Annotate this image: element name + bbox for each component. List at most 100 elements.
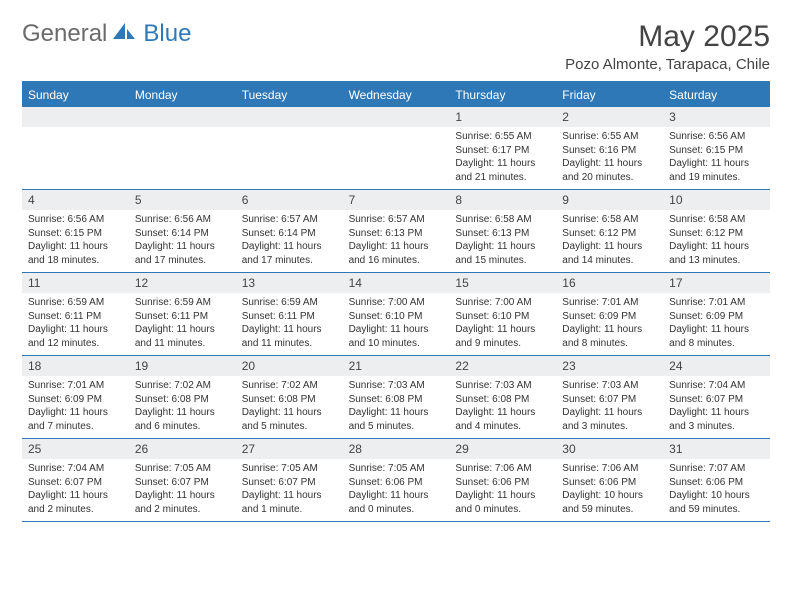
daylight-text: Daylight: 11 hours and 4 minutes. xyxy=(455,406,550,433)
day-number: 11 xyxy=(22,273,129,293)
sunrise-text: Sunrise: 7:06 AM xyxy=(562,462,657,476)
sunset-text: Sunset: 6:08 PM xyxy=(455,393,550,407)
daylight-text: Daylight: 11 hours and 17 minutes. xyxy=(242,240,337,267)
day-number: 22 xyxy=(449,356,556,376)
day-cell: Sunrise: 7:02 AMSunset: 6:08 PMDaylight:… xyxy=(129,376,236,438)
day-number: 4 xyxy=(22,190,129,210)
weekday-header: Thursday xyxy=(449,83,556,107)
daylight-text: Daylight: 11 hours and 14 minutes. xyxy=(562,240,657,267)
day-number: 16 xyxy=(556,273,663,293)
day-number: 14 xyxy=(343,273,450,293)
day-cell: Sunrise: 7:06 AMSunset: 6:06 PMDaylight:… xyxy=(556,459,663,521)
day-cell: Sunrise: 7:00 AMSunset: 6:10 PMDaylight:… xyxy=(343,293,450,355)
content-row: Sunrise: 6:56 AM Sunset: 6:15 PM Daylight:… xyxy=(22,210,770,272)
day-cell: Sunrise: 6:58 AMSunset: 6:12 PMDaylight:… xyxy=(556,210,663,272)
day-cell: Sunrise: 7:05 AMSunset: 6:07 PMDaylight:… xyxy=(236,459,343,521)
sunset-text: Sunset: 6:08 PM xyxy=(135,393,230,407)
daynum-row: 45678910 xyxy=(22,190,770,210)
sunset-text: Sunset: 6:07 PM xyxy=(669,393,764,407)
day-cell: Sunrise: 6:58 AMSunset: 6:12 PMDaylight:… xyxy=(663,210,770,272)
sunrise-text: Sunrise: 7:01 AM xyxy=(562,296,657,310)
location-subtitle: Pozo Almonte, Tarapaca, Chile xyxy=(565,56,770,73)
sunrise-text: Sunrise: 6:55 AM xyxy=(562,130,657,144)
day-number: 9 xyxy=(556,190,663,210)
calendar-grid: SundayMondayTuesdayWednesdayThursdayFrid… xyxy=(22,81,770,522)
daylight-text: Daylight: 11 hours and 17 minutes. xyxy=(135,240,230,267)
sunset-text: Sunset: 6:12 PM xyxy=(562,227,657,241)
day-number: 7 xyxy=(343,190,450,210)
daylight-text: Daylight: 11 hours and 12 minutes. xyxy=(28,323,123,350)
day-number xyxy=(22,107,129,127)
sunset-text: Sunset: 6:11 PM xyxy=(242,310,337,324)
sunrise-text: Sunrise: 7:04 AM xyxy=(669,379,764,393)
day-number xyxy=(236,107,343,127)
day-number: 21 xyxy=(343,356,450,376)
day-number: 27 xyxy=(236,439,343,459)
sunset-text: Sunset: 6:06 PM xyxy=(349,476,444,490)
day-cell: Sunrise: 7:03 AMSunset: 6:07 PMDaylight:… xyxy=(556,376,663,438)
logo-text-blue: Blue xyxy=(143,20,191,48)
title-block: May 2025 Pozo Almonte, Tarapaca, Chile xyxy=(565,20,770,73)
sunset-text: Sunset: 6:09 PM xyxy=(28,393,123,407)
sunrise-text: Sunrise: 6:58 AM xyxy=(455,213,550,227)
day-number: 2 xyxy=(556,107,663,127)
brand-logo: General Blue xyxy=(22,20,191,48)
sunset-text: Sunset: 6:07 PM xyxy=(28,476,123,490)
sunrise-text: Sunrise: 6:57 AM xyxy=(242,213,337,227)
day-number: 26 xyxy=(129,439,236,459)
content-row: Sunrise: 6:55 AMSunset: 6:17 PMDaylight:… xyxy=(22,127,770,189)
daylight-text: Daylight: 11 hours and 5 minutes. xyxy=(242,406,337,433)
sunset-text: Sunset: 6:08 PM xyxy=(349,393,444,407)
sunrise-text: Sunrise: 6:55 AM xyxy=(455,130,550,144)
sunrise-text: Sunrise: 7:05 AM xyxy=(349,462,444,476)
day-number: 10 xyxy=(663,190,770,210)
sunset-text: Sunset: 6:15 PM xyxy=(28,227,123,241)
sunrise-text: Sunrise: 7:01 AM xyxy=(669,296,764,310)
logo-sail-icon xyxy=(109,20,141,48)
sunset-text: Sunset: 6:14 PM xyxy=(242,227,337,241)
sunset-text: Sunset: 6:06 PM xyxy=(455,476,550,490)
daylight-text: Daylight: 11 hours and 13 minutes. xyxy=(669,240,764,267)
day-cell: Sunrise: 7:01 AMSunset: 6:09 PMDaylight:… xyxy=(556,293,663,355)
daylight-text: Daylight: 10 hours and 59 minutes. xyxy=(562,489,657,516)
day-cell: Sunrise: 7:05 AMSunset: 6:07 PMDaylight:… xyxy=(129,459,236,521)
day-cell: Sunrise: 6:58 AMSunset: 6:13 PMDaylight:… xyxy=(449,210,556,272)
daylight-text: Daylight: 11 hours and 15 minutes. xyxy=(455,240,550,267)
day-cell xyxy=(22,127,129,189)
sunrise-text: Sunrise: 6:58 AM xyxy=(669,213,764,227)
sunset-text: Sunset: 6:07 PM xyxy=(562,393,657,407)
sunrise-text: Sunrise: 7:05 AM xyxy=(242,462,337,476)
sunrise-text: Sunrise: 6:59 AM xyxy=(242,296,337,310)
sunset-text: Sunset: 6:06 PM xyxy=(669,476,764,490)
day-cell: Sunrise: 7:03 AMSunset: 6:08 PMDaylight:… xyxy=(449,376,556,438)
day-number: 19 xyxy=(129,356,236,376)
logo-text-general: General xyxy=(22,20,107,48)
day-number: 15 xyxy=(449,273,556,293)
daylight-text: Daylight: 11 hours and 20 minutes. xyxy=(562,157,657,184)
header-bar: General Blue May 2025 Pozo Almonte, Tara… xyxy=(22,20,770,73)
sunset-text: Sunset: 6:10 PM xyxy=(455,310,550,324)
sunrise-text: Sunrise: 7:02 AM xyxy=(242,379,337,393)
sunrise-text: Sunrise: 6:56 AM xyxy=(135,213,230,227)
sunrise-text: Sunrise: 7:01 AM xyxy=(28,379,123,393)
sunset-text: Sunset: 6:17 PM xyxy=(455,144,550,158)
sunset-text: Sunset: 6:16 PM xyxy=(562,144,657,158)
daylight-text: Daylight: 11 hours and 7 minutes. xyxy=(28,406,123,433)
daylight-text: Daylight: 11 hours and 0 minutes. xyxy=(455,489,550,516)
daylight-text: Daylight: 11 hours and 9 minutes. xyxy=(455,323,550,350)
content-row: Sunrise: 6:59 AMSunset: 6:11 PM Daylight:… xyxy=(22,293,770,355)
sunrise-text: Sunrise: 7:02 AM xyxy=(135,379,230,393)
day-cell: Sunrise: 7:02 AMSunset: 6:08 PMDaylight:… xyxy=(236,376,343,438)
daylight-text: Daylight: 11 hours and 2 minutes. xyxy=(28,489,123,516)
sunset-text: Sunset: 6:09 PM xyxy=(562,310,657,324)
day-cell: Sunrise: 7:03 AMSunset: 6:08 PMDaylight:… xyxy=(343,376,450,438)
day-number: 24 xyxy=(663,356,770,376)
daylight-text: Daylight: 11 hours and 21 minutes. xyxy=(455,157,550,184)
day-number: 5 xyxy=(129,190,236,210)
day-cell: Sunrise: 6:59 AMSunset: 6:11 PMDaylight:… xyxy=(129,293,236,355)
day-cell: Sunrise: 6:55 AMSunset: 6:17 PMDaylight:… xyxy=(449,127,556,189)
content-row: Sunrise: 7:04 AMSunset: 6:07 PMDaylight:… xyxy=(22,459,770,521)
week-row: 18192021222324Sunrise: 7:01 AMSunset: 6:… xyxy=(22,356,770,439)
day-cell xyxy=(236,127,343,189)
daylight-text: Daylight: 11 hours and 8 minutes. xyxy=(562,323,657,350)
